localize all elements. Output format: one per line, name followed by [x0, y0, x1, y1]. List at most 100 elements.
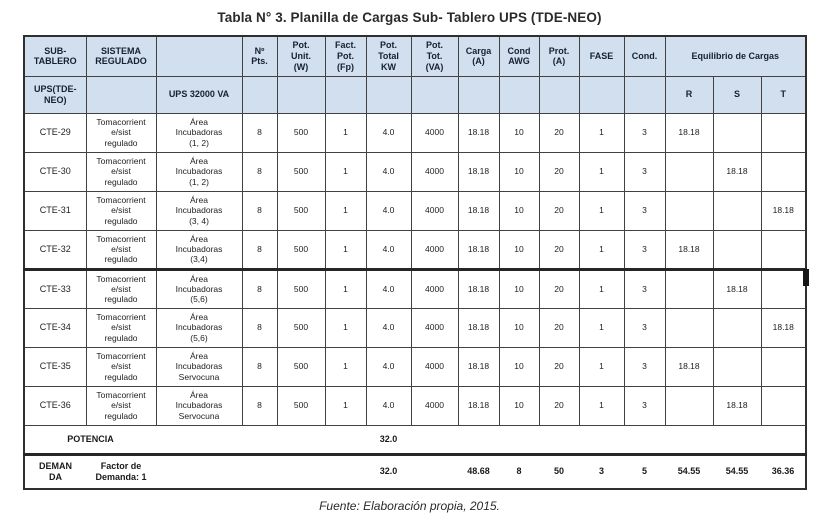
- cell-cond: 3: [623, 151, 666, 192]
- cell-pts: 8: [241, 229, 278, 270]
- col-header-area: [155, 35, 243, 77]
- cell-id: CTE-32: [23, 229, 87, 270]
- cell-s: 18.18: [712, 385, 762, 426]
- cell-s: [712, 190, 762, 231]
- subheader-phase-t: T: [760, 75, 807, 114]
- col-header-fase: FASE: [578, 35, 625, 77]
- cell-id: CTE-35: [23, 346, 87, 387]
- demanda-awg: 8: [499, 453, 539, 490]
- cell-prot: 20: [538, 112, 580, 153]
- cell-awg: 10: [498, 385, 540, 426]
- col-header-cond: Cond.: [623, 35, 666, 77]
- cell-cond: 3: [623, 112, 666, 153]
- table-row: CTE-30 Tomacorrient e/sist regulado Área I…: [23, 151, 807, 192]
- cell-pts: 8: [241, 190, 278, 231]
- cell-awg: 10: [498, 190, 540, 231]
- cell-prot: 20: [538, 151, 580, 192]
- cell-carga: 18.18: [457, 346, 500, 387]
- cell-s: [712, 307, 762, 348]
- cell-r: [664, 190, 714, 231]
- cell-kw: 4.0: [365, 267, 412, 309]
- cell-pot-unit: 500: [276, 307, 326, 348]
- load-schedule-table: SUB- TABLERO SISTEMA REGULADO Nº Pts. Po…: [23, 35, 807, 490]
- cell-va: 4000: [410, 229, 459, 270]
- cell-carga: 18.18: [457, 267, 500, 309]
- cell-area: Área Incubadoras (1, 2): [155, 151, 243, 192]
- cell-awg: 10: [498, 346, 540, 387]
- cell-pts: 8: [241, 112, 278, 153]
- cell-fase: 1: [578, 385, 625, 426]
- col-header-pot-total-kw: Pot. Total KW: [365, 35, 412, 77]
- cell-area: Área Incubadoras (1, 2): [155, 112, 243, 153]
- cell-sistema: Tomacorrient e/sist regulado: [85, 190, 157, 231]
- cell-r: [664, 267, 714, 309]
- table-row: CTE-32 Tomacorrient e/sist regulado Área I…: [23, 229, 807, 270]
- col-header-equilibrio: Equilibrio de Cargas: [664, 35, 807, 77]
- cell-prot: 20: [538, 190, 580, 231]
- table-row: CTE-31 Tomacorrient e/sist regulado Área I…: [23, 190, 807, 231]
- cell-t: 18.18: [760, 307, 807, 348]
- cell-kw: 4.0: [365, 151, 412, 192]
- cell-t: [760, 229, 807, 270]
- cell-va: 4000: [410, 190, 459, 231]
- demanda-row: DEMAN DA Factor de Demanda: 1 32.0 48.68…: [24, 453, 806, 490]
- cell-fase: 1: [578, 307, 625, 348]
- cell-sistema: Tomacorrient e/sist regulado: [85, 112, 157, 153]
- cell-pot-unit: 500: [276, 151, 326, 192]
- cell-area: Área Incubadoras Servocuna: [155, 385, 243, 426]
- demanda-factor: Factor de Demanda: 1: [86, 453, 156, 490]
- cell-carga: 18.18: [457, 151, 500, 192]
- cell-r: 18.18: [664, 229, 714, 270]
- cell-kw: 4.0: [365, 307, 412, 348]
- col-header-fact-pot: Fact. Pot. (Fp): [324, 35, 367, 77]
- cell-va: 4000: [410, 307, 459, 348]
- demanda-cond: 5: [624, 453, 665, 490]
- demanda-label: DEMAN DA: [24, 453, 86, 490]
- cell-pot-unit: 500: [276, 346, 326, 387]
- cell-va: 4000: [410, 112, 459, 153]
- cell-id: CTE-29: [23, 112, 87, 153]
- cell-va: 4000: [410, 385, 459, 426]
- col-header-prot: Prot. (A): [538, 35, 580, 77]
- potencia-kw: 32.0: [366, 424, 411, 455]
- cell-pot-unit: 500: [276, 267, 326, 309]
- cell-pts: 8: [241, 267, 278, 309]
- cell-t: [760, 385, 807, 426]
- cell-id: CTE-31: [23, 190, 87, 231]
- cell-s: [712, 346, 762, 387]
- table-row: CTE-35 Tomacorrient e/sist regulado Área I…: [23, 346, 807, 387]
- table-body: CTE-29 Tomacorrient e/sist regulado Área I…: [23, 112, 807, 426]
- cell-pot-unit: 500: [276, 385, 326, 426]
- cell-kw: 4.0: [365, 190, 412, 231]
- cell-sistema: Tomacorrient e/sist regulado: [85, 267, 157, 309]
- cell-va: 4000: [410, 267, 459, 309]
- cell-r: 18.18: [664, 112, 714, 153]
- col-header-cond-awg: Cond AWG: [498, 35, 540, 77]
- cell-carga: 18.18: [457, 112, 500, 153]
- cell-kw: 4.0: [365, 112, 412, 153]
- cell-sistema: Tomacorrient e/sist regulado: [85, 346, 157, 387]
- cell-kw: 4.0: [365, 229, 412, 270]
- cell-awg: 10: [498, 151, 540, 192]
- cell-fp: 1: [324, 112, 367, 153]
- cell-cond: 3: [623, 346, 666, 387]
- cell-awg: 10: [498, 267, 540, 309]
- cell-t: [760, 267, 807, 309]
- subheader-phase-s: S: [712, 75, 762, 114]
- cell-cond: 3: [623, 190, 666, 231]
- cell-carga: 18.18: [457, 190, 500, 231]
- cell-fase: 1: [578, 229, 625, 270]
- potencia-label: POTENCIA: [24, 424, 156, 455]
- cell-prot: 20: [538, 346, 580, 387]
- cell-va: 4000: [410, 346, 459, 387]
- cell-fp: 1: [324, 151, 367, 192]
- cell-s: 18.18: [712, 151, 762, 192]
- demanda-s: 54.55: [713, 453, 761, 490]
- table-row: CTE-33 Tomacorrient e/sist regulado Área I…: [23, 267, 807, 309]
- cell-fase: 1: [578, 151, 625, 192]
- cell-pts: 8: [241, 307, 278, 348]
- table-row: CTE-34 Tomacorrient e/sist regulado Área I…: [23, 307, 807, 348]
- source-note: Fuente: Elaboración propia, 2015.: [319, 499, 500, 513]
- cell-fase: 1: [578, 190, 625, 231]
- cell-carga: 18.18: [457, 229, 500, 270]
